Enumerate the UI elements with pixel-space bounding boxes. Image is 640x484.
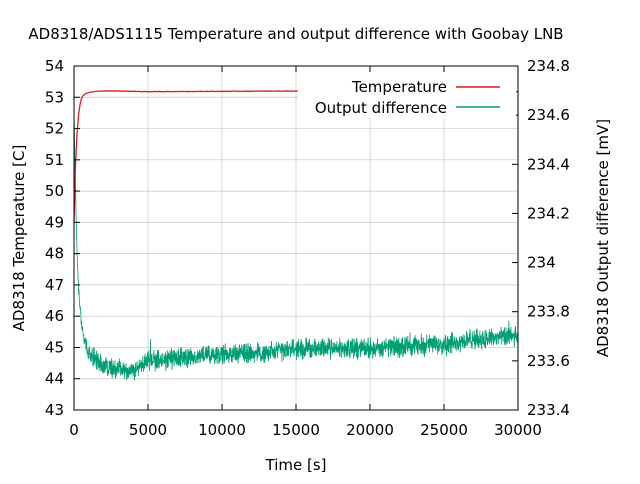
y2-tick-label: 233.4	[527, 401, 570, 419]
x-tick-label: 0	[69, 421, 79, 439]
y2-tick-label: 234.4	[527, 155, 570, 173]
chart-title: AD8318/ADS1115 Temperature and output di…	[28, 25, 563, 43]
y-tick-label: 53	[45, 88, 64, 106]
y-tick-label: 43	[45, 401, 64, 419]
y2-tick-label: 234	[527, 254, 556, 272]
y2-tick-label: 234.8	[527, 57, 570, 75]
y2-tick-label: 234.6	[527, 106, 570, 124]
x-tick-label: 30000	[494, 421, 542, 439]
x-tick-label: 25000	[420, 421, 468, 439]
y-tick-label: 50	[45, 182, 64, 200]
y-tick-label: 51	[45, 151, 64, 169]
y2-tick-label: 233.8	[527, 303, 570, 321]
y2-tick-label: 233.6	[527, 352, 570, 370]
x-tick-label: 5000	[129, 421, 167, 439]
legend-background	[298, 72, 516, 118]
x-axis-label: Time [s]	[265, 456, 327, 474]
x-tick-label: 15000	[272, 421, 320, 439]
legend-label-temperature: Temperature	[351, 78, 447, 96]
x-tick-label: 20000	[346, 421, 394, 439]
y-tick-label: 45	[45, 338, 64, 356]
y-tick-label: 47	[45, 276, 64, 294]
y-tick-label: 52	[45, 120, 64, 138]
y-tick-label: 44	[45, 370, 64, 388]
y-axis-label: AD8318 Temperature [C]	[10, 145, 28, 332]
axes: 0 5000 10000 15000 20000 25000 30000 43 44 45 46 47…	[45, 57, 570, 439]
y2-axis-label: AD8318 Output difference [mV]	[594, 119, 612, 357]
legend: Temperature Output difference	[298, 72, 516, 118]
y-tick-label: 54	[45, 57, 64, 75]
legend-label-output-difference: Output difference	[315, 99, 447, 117]
y-tick-label: 48	[45, 245, 64, 263]
y-tick-label: 49	[45, 213, 64, 231]
x-tick-label: 10000	[198, 421, 246, 439]
grid-lines	[73, 65, 519, 411]
y2-tick-label: 234.2	[527, 204, 570, 222]
series-line-output-difference	[73, 117, 519, 381]
y-tick-label: 46	[45, 307, 64, 325]
